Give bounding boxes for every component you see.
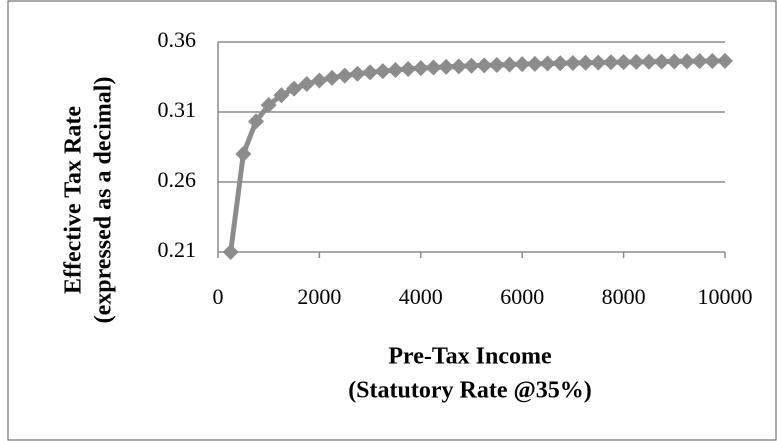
point-marker (438, 58, 455, 75)
point-marker (653, 53, 670, 70)
point-marker (349, 65, 366, 82)
point-marker (666, 53, 683, 70)
y-axis-title: Effective Tax Rate (expressed as a decim… (61, 77, 117, 324)
x-tick-label: 0 (213, 284, 224, 309)
point-marker (488, 56, 505, 73)
point-marker (400, 61, 417, 78)
point-marker (514, 56, 531, 73)
point-marker (640, 53, 657, 70)
point-marker (412, 60, 429, 77)
point-marker (526, 55, 543, 72)
point-marker (336, 67, 353, 84)
x-title-line: (Statutory Rate @35%) (348, 378, 592, 404)
x-tick-label: 8000 (602, 284, 646, 309)
point-marker (628, 53, 645, 70)
point-marker (564, 55, 581, 71)
y-tick-label: 0.31 (158, 97, 197, 122)
point-marker (324, 69, 341, 86)
point-marker (590, 54, 607, 71)
point-marker (704, 53, 721, 70)
point-marker (539, 55, 556, 72)
y-tick-label: 0.21 (158, 237, 197, 262)
x-title-line: Pre-Tax Income (388, 344, 552, 370)
point-marker (273, 87, 290, 104)
point-marker (286, 80, 303, 97)
y-tick-label: 0.26 (158, 167, 197, 192)
point-marker (311, 72, 328, 89)
point-marker (222, 244, 239, 260)
x-tick-label: 10000 (698, 284, 753, 309)
point-marker (374, 63, 391, 80)
point-marker (501, 56, 518, 73)
x-tick-label: 6000 (500, 284, 544, 309)
point-marker (248, 113, 265, 130)
point-marker (362, 64, 379, 81)
point-marker (387, 62, 404, 78)
point-marker (260, 97, 277, 113)
x-tick-label: 4000 (399, 284, 443, 309)
x-tick-label: 2000 (297, 284, 341, 309)
point-marker (450, 58, 467, 75)
point-marker (476, 57, 493, 74)
point-marker (691, 53, 708, 70)
point-marker (678, 53, 695, 70)
point-marker (425, 59, 442, 76)
point-marker (717, 52, 733, 69)
point-marker (552, 55, 569, 72)
y-title-line: (expressed as a decimal) (91, 77, 117, 324)
point-marker (298, 76, 315, 92)
point-marker (615, 54, 632, 71)
point-marker (463, 57, 480, 74)
point-marker (602, 54, 619, 71)
y-tick-label: 0.36 (158, 27, 197, 52)
point-marker (577, 54, 594, 71)
point-marker (235, 146, 252, 162)
y-title-line: Effective Tax Rate (61, 106, 87, 294)
